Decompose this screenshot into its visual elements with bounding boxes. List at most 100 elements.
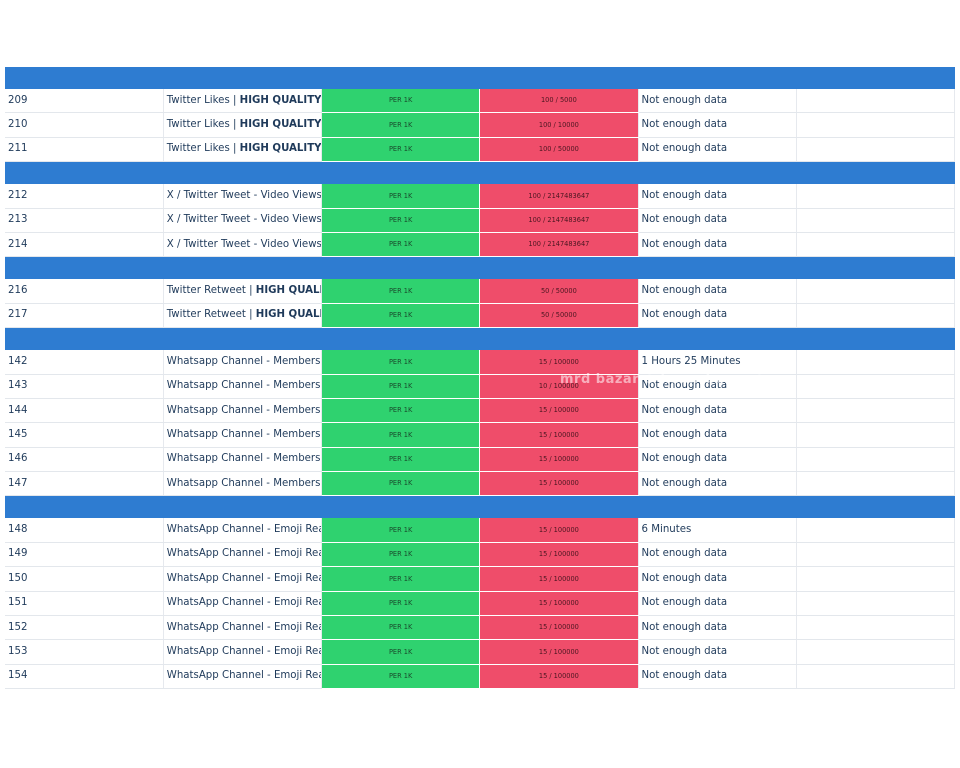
service-name: WhatsApp Channel - Emoji React ( ) - Qui… (163, 615, 323, 641)
average-time-cell: Not enough data (638, 542, 797, 568)
category-header-bar (5, 256, 955, 280)
category-header-row (5, 327, 955, 351)
service-id: 213 (5, 208, 164, 233)
average-time-cell: Not enough data (638, 471, 797, 497)
empty-cell (796, 566, 956, 592)
empty-cell (796, 398, 956, 424)
service-id: 146 (5, 447, 164, 473)
category-header-row (5, 495, 955, 519)
rate-cell: PER 1K (321, 232, 481, 258)
average-time-cell: Not enough data (638, 615, 797, 641)
min-max-cell: 100 / 2147483647 (479, 208, 639, 233)
service-name: Whatsapp Channel - Members | High Qualit… (163, 398, 323, 424)
min-max-cell: 15 / 100000 (479, 615, 639, 641)
service-id: 210 (5, 112, 164, 138)
rate-cell: PER 1K (321, 112, 481, 138)
service-id: 212 (5, 184, 164, 209)
service-name: Twitter Likes | HIGH QUALITY | 50K+/Day … (163, 89, 323, 114)
min-max-cell: 15 / 100000 (479, 471, 639, 497)
empty-cell (796, 137, 956, 163)
rate-cell: PER 1K (321, 208, 481, 233)
average-time-cell: Not enough data (638, 279, 797, 304)
empty-cell (796, 639, 956, 665)
rate-cell: PER 1K (321, 137, 481, 163)
empty-cell (796, 279, 956, 304)
category-header-bar (5, 67, 955, 89)
min-max-cell: 15 / 100000 (479, 664, 639, 690)
min-max-cell: 15 / 100000 (479, 447, 639, 473)
average-time-cell: Not enough data (638, 566, 797, 592)
empty-cell (796, 232, 956, 258)
average-time-cell: Not enough data (638, 664, 797, 690)
empty-cell (796, 208, 956, 233)
empty-cell (796, 374, 956, 399)
service-name: WhatsApp Channel - Emoji React ( ) - Qui… (163, 639, 323, 665)
rate-cell: PER 1K (321, 447, 481, 473)
average-time-cell: Not enough data (638, 398, 797, 424)
rate-cell: PER 1K (321, 542, 481, 568)
min-max-cell: 15 / 100000 (479, 566, 639, 592)
service-id: 148 (5, 518, 164, 543)
service-id: 209 (5, 89, 164, 114)
service-name: WhatsApp Channel - Emoji React ( ) - Qui… (163, 664, 323, 690)
rate-cell: PER 1K (321, 639, 481, 665)
service-id: 216 (5, 279, 164, 304)
average-time-cell: Not enough data (638, 184, 797, 209)
min-max-cell: 50 / 50000 (479, 303, 639, 329)
service-name: Whatsapp Channel - Members | High Qualit… (163, 471, 323, 497)
min-max-cell: 100 / 2147483647 (479, 232, 639, 258)
empty-cell (796, 664, 956, 690)
rate-cell: PER 1K (321, 566, 481, 592)
service-id: 152 (5, 615, 164, 641)
service-id: 211 (5, 137, 164, 163)
category-header-bar (5, 161, 955, 185)
service-id: 214 (5, 232, 164, 258)
average-time-cell: Not enough data (638, 639, 797, 665)
empty-cell (796, 303, 956, 329)
average-time-cell: Not enough data (638, 232, 797, 258)
service-name: Twitter Retweet | HIGH QUALITY | 50K+/Da… (163, 279, 323, 304)
average-time-cell: Not enough data (638, 137, 797, 163)
category-header-row (5, 256, 955, 280)
min-max-cell: 100 / 5000 (479, 89, 639, 114)
empty-cell (796, 471, 956, 497)
min-max-cell: 15 / 100000 (479, 518, 639, 543)
category-header-bar (5, 327, 955, 351)
empty-cell (796, 89, 956, 114)
service-id: 144 (5, 398, 164, 424)
average-time-cell: Not enough data (638, 303, 797, 329)
empty-cell (796, 350, 956, 375)
service-name: Whatsapp Channel - Members | High Qualit… (163, 374, 323, 399)
rate-cell: PER 1K (321, 518, 481, 543)
empty-cell (796, 518, 956, 543)
service-name: Whatsapp Channel - Members | High Qualit… (163, 350, 323, 375)
rate-cell: PER 1K (321, 184, 481, 209)
min-max-cell: 15 / 100000 (479, 591, 639, 617)
service-name: WhatsApp Channel - Emoji React ( ) - Qui… (163, 542, 323, 568)
min-max-cell: 10 / 100000 (479, 374, 639, 399)
average-time-cell: 1 Hours 25 Minutes (638, 350, 797, 375)
